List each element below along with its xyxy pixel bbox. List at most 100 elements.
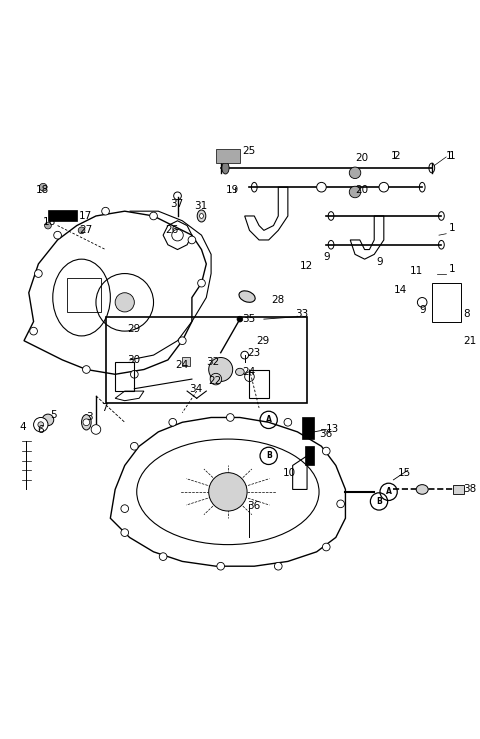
Circle shape	[121, 505, 129, 512]
Text: A: A	[385, 487, 392, 497]
Text: 26: 26	[166, 225, 179, 235]
Text: 14: 14	[394, 285, 407, 296]
Bar	[48, 210, 77, 221]
Ellipse shape	[197, 210, 206, 222]
Circle shape	[38, 422, 44, 428]
Text: 11: 11	[410, 266, 423, 276]
Circle shape	[188, 236, 196, 244]
Circle shape	[42, 414, 54, 426]
Ellipse shape	[200, 214, 204, 218]
Circle shape	[210, 373, 222, 385]
Circle shape	[30, 327, 37, 335]
Circle shape	[169, 418, 177, 426]
Circle shape	[349, 186, 361, 198]
Text: 34: 34	[190, 384, 203, 394]
Circle shape	[209, 358, 233, 381]
Text: 4: 4	[19, 422, 26, 432]
Text: 37: 37	[170, 199, 183, 209]
Circle shape	[39, 183, 47, 191]
Text: 20: 20	[355, 154, 368, 163]
Circle shape	[121, 529, 129, 537]
Text: 38: 38	[463, 485, 476, 494]
Circle shape	[323, 447, 330, 455]
Circle shape	[284, 418, 292, 426]
Text: 32: 32	[206, 357, 219, 367]
Circle shape	[91, 425, 101, 435]
Text: 19: 19	[226, 185, 239, 194]
Text: 1: 1	[446, 151, 453, 161]
Text: 22: 22	[209, 376, 222, 386]
Circle shape	[379, 183, 389, 192]
Text: 1: 1	[449, 223, 455, 233]
Text: 10: 10	[283, 468, 296, 477]
Bar	[302, 418, 314, 439]
Circle shape	[131, 443, 138, 450]
Bar	[432, 283, 461, 321]
Circle shape	[159, 553, 167, 560]
Text: 35: 35	[242, 314, 255, 324]
Text: 12: 12	[300, 262, 313, 271]
Text: 18: 18	[36, 185, 49, 194]
Text: 33: 33	[295, 310, 308, 319]
Circle shape	[217, 562, 225, 570]
Bar	[115, 362, 134, 391]
Circle shape	[83, 419, 90, 426]
Circle shape	[179, 337, 186, 344]
Text: 3: 3	[86, 412, 93, 423]
Text: 13: 13	[326, 424, 339, 435]
Circle shape	[209, 473, 247, 511]
Bar	[106, 317, 307, 403]
Circle shape	[227, 414, 234, 421]
Text: 15: 15	[398, 468, 411, 477]
Text: A: A	[266, 415, 272, 424]
Text: 30: 30	[127, 355, 140, 365]
Circle shape	[349, 167, 361, 179]
Text: 21: 21	[463, 336, 476, 346]
Text: 8: 8	[463, 310, 469, 319]
Bar	[182, 356, 190, 366]
Text: 2: 2	[394, 151, 400, 161]
Bar	[67, 279, 101, 312]
Text: 17: 17	[79, 211, 93, 221]
Circle shape	[275, 562, 282, 570]
Circle shape	[337, 500, 345, 508]
Text: 1: 1	[449, 151, 455, 161]
Circle shape	[317, 183, 326, 192]
Text: 24: 24	[175, 360, 188, 370]
Text: 9: 9	[420, 304, 426, 315]
Circle shape	[34, 418, 48, 432]
Text: 25: 25	[242, 146, 255, 156]
Circle shape	[198, 279, 205, 287]
Circle shape	[78, 227, 85, 234]
Bar	[216, 149, 240, 163]
Circle shape	[54, 231, 61, 239]
Ellipse shape	[236, 368, 244, 375]
Text: 36: 36	[247, 501, 260, 511]
Text: B: B	[376, 497, 382, 506]
Text: 1: 1	[449, 264, 455, 273]
Circle shape	[115, 293, 134, 312]
Text: 27: 27	[79, 225, 93, 235]
Bar	[305, 446, 314, 466]
Text: 6: 6	[37, 426, 44, 435]
Ellipse shape	[222, 162, 229, 174]
Circle shape	[323, 543, 330, 551]
Text: 29: 29	[257, 336, 270, 346]
Text: 29: 29	[127, 324, 140, 334]
Circle shape	[172, 229, 183, 241]
Bar	[250, 370, 269, 398]
Circle shape	[83, 366, 90, 373]
Text: 7: 7	[101, 403, 108, 413]
Bar	[454, 485, 464, 494]
Text: 5: 5	[50, 410, 57, 420]
Text: B: B	[266, 452, 272, 460]
Ellipse shape	[82, 415, 91, 430]
Circle shape	[237, 316, 243, 322]
Text: 24: 24	[242, 367, 255, 377]
Circle shape	[45, 222, 51, 229]
Circle shape	[131, 370, 138, 378]
Circle shape	[150, 212, 157, 219]
Text: 1: 1	[391, 151, 397, 161]
Text: 9: 9	[377, 256, 383, 267]
Text: 16: 16	[43, 217, 57, 227]
